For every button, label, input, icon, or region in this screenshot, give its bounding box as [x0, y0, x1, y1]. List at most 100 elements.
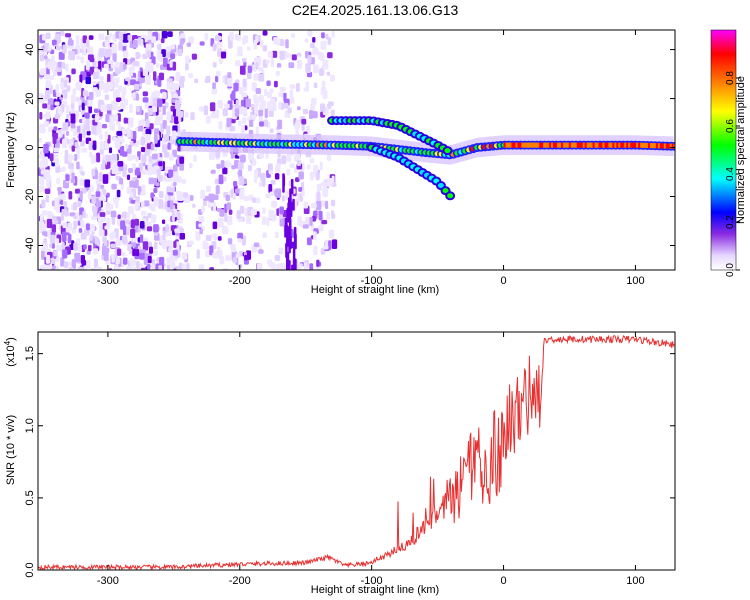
- noise-speckle: [113, 114, 119, 122]
- noise-speckle: [124, 143, 129, 149]
- noise-speckle: [106, 48, 112, 58]
- noise-speckle: [238, 86, 244, 95]
- noise-speckle: [109, 116, 114, 124]
- noise-speckle: [116, 248, 122, 256]
- noise-speckle: [65, 174, 70, 182]
- noise-speckle: [270, 180, 276, 185]
- noise-speckle: [262, 30, 268, 36]
- noise-speckle: [141, 146, 146, 153]
- noise-speckle: [118, 32, 124, 41]
- noise-speckle: [117, 214, 121, 220]
- noise-speckle: [289, 84, 295, 89]
- noise-speckle: [92, 80, 97, 86]
- noise-streak: [286, 251, 290, 263]
- noise-speckle: [233, 181, 238, 187]
- noise-speckle: [126, 174, 131, 181]
- noise-speckle: [262, 207, 266, 215]
- y-tick-label: -20: [24, 189, 36, 205]
- noise-speckle: [122, 128, 127, 135]
- noise-speckle: [153, 250, 159, 256]
- noise-speckle: [161, 30, 168, 39]
- noise-speckle: [328, 269, 331, 270]
- noise-speckle: [218, 174, 224, 185]
- noise-speckle: [54, 114, 61, 119]
- noise-speckle: [215, 185, 220, 195]
- noise-speckle: [302, 108, 309, 115]
- carrier-ridge: [570, 142, 574, 148]
- carrier-halo: [180, 131, 674, 165]
- noise-speckle: [131, 236, 137, 243]
- noise-speckle: [321, 32, 325, 39]
- noise-speckle: [304, 38, 309, 43]
- noise-speckle: [105, 203, 112, 211]
- noise-speckle: [296, 59, 303, 69]
- noise-speckle: [201, 205, 205, 213]
- noise-speckle: [235, 99, 240, 107]
- noise-speckle: [255, 126, 259, 136]
- noise-speckle: [135, 249, 140, 257]
- noise-speckle: [230, 118, 236, 124]
- noise-speckle: [114, 61, 120, 67]
- snr-line: [38, 334, 675, 570]
- noise-speckle: [311, 202, 317, 209]
- noise-speckle: [266, 80, 271, 86]
- carrier-ridge: [523, 142, 527, 148]
- noise-streak: [282, 173, 285, 193]
- noise-speckle: [278, 247, 283, 253]
- noise-speckle: [163, 151, 170, 158]
- noise-speckle: [59, 31, 65, 36]
- noise-speckle: [286, 169, 291, 176]
- noise-speckle: [51, 224, 57, 233]
- noise-speckle: [151, 36, 157, 44]
- noise-speckle: [229, 243, 236, 250]
- noise-speckle: [64, 149, 69, 159]
- noise-speckle: [44, 188, 51, 194]
- spectrogram-xlabel: Height of straight line (km): [311, 284, 439, 296]
- noise-speckle: [140, 76, 145, 83]
- noise-speckle: [225, 194, 230, 202]
- noise-speckle: [61, 241, 65, 252]
- noise-speckle: [258, 249, 264, 254]
- carrier-ridge: [606, 142, 610, 148]
- noise-speckle: [169, 200, 174, 210]
- noise-speckle: [39, 214, 44, 224]
- colorbar-tick-label: 0.0: [725, 263, 736, 277]
- carrier-ridge: [659, 143, 663, 149]
- noise-speckle: [282, 210, 288, 217]
- noise-speckle: [43, 238, 47, 244]
- noise-speckle: [296, 159, 301, 166]
- carrier-ridge: [531, 142, 535, 148]
- noise-speckle: [153, 224, 159, 233]
- lower-branch-blob-core: [437, 183, 444, 189]
- noise-speckle: [88, 140, 94, 151]
- noise-speckle: [81, 147, 88, 153]
- noise-speckle: [320, 248, 326, 255]
- noise-speckle: [81, 43, 86, 50]
- upper-branch-blob-core: [444, 148, 451, 154]
- noise-speckle: [130, 199, 136, 204]
- carrier-ridge: [525, 142, 529, 148]
- noise-speckle: [132, 40, 138, 48]
- noise-speckle: [99, 148, 104, 155]
- noise-speckle: [227, 215, 233, 226]
- noise-speckle: [303, 201, 309, 209]
- noise-speckle: [111, 165, 116, 175]
- noise-speckle: [157, 98, 163, 107]
- noise-speckle: [150, 192, 154, 199]
- noise-speckle: [119, 146, 125, 156]
- noise-speckle: [82, 35, 87, 44]
- carrier-ridge: [640, 142, 644, 148]
- noise-speckle: [168, 169, 174, 178]
- noise-speckle: [53, 250, 58, 257]
- noise-speckle: [129, 104, 133, 113]
- noise-speckle: [82, 128, 86, 138]
- noise-speckle: [224, 212, 228, 223]
- y-tick-label: 1.0: [24, 418, 36, 433]
- noise-speckle: [204, 33, 209, 41]
- noise-speckle: [312, 215, 317, 222]
- noise-speckle: [269, 88, 274, 93]
- noise-speckle: [133, 269, 138, 270]
- carrier-ridge: [568, 142, 572, 148]
- y-tick-label: 1.5: [24, 346, 36, 361]
- noise-speckle: [172, 249, 178, 256]
